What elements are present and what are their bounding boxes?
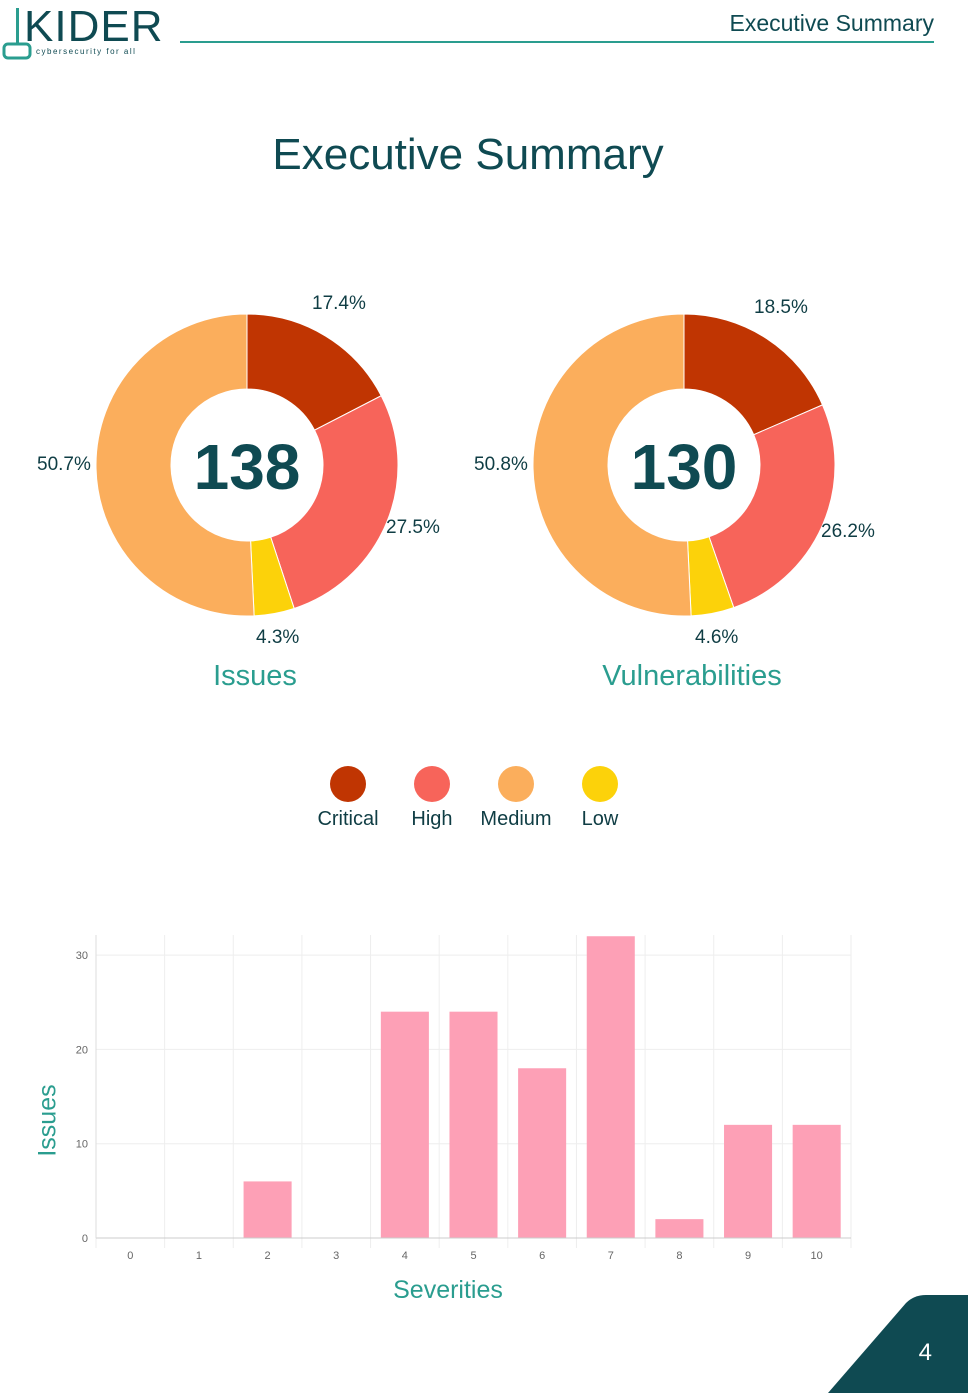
x-tick-label: 8 [676, 1250, 682, 1262]
legend-dot-high [414, 766, 450, 802]
bar-severity-2 [243, 1181, 292, 1238]
x-tick-label: 3 [333, 1250, 339, 1262]
issues-low-pct: 4.3% [256, 627, 300, 648]
y-tick-label: 10 [76, 1139, 88, 1151]
bar-severity-4 [380, 1011, 429, 1238]
page-number: 4 [918, 1339, 932, 1366]
legend-critical: Critical [306, 766, 390, 831]
issues-critical-pct: 17.4% [312, 293, 366, 314]
page-title: Executive Summary [272, 130, 664, 179]
vulnerabilities-label: Vulnerabilities [602, 660, 782, 692]
bar-severity-5 [449, 1011, 498, 1238]
severity-bar-chart: 0 10 20 30 0 1 2 3 4 5 6 7 8 9 10 [76, 935, 852, 1262]
y-axis-title: Issues [33, 1084, 62, 1157]
legend-label: Medium [480, 808, 552, 830]
x-tick-label: 1 [196, 1250, 202, 1262]
legend-low: Low [558, 766, 642, 831]
vulnerabilities-total: 130 [630, 431, 738, 503]
bar-severity-9 [724, 1124, 773, 1238]
issues-high-pct: 27.5% [386, 517, 440, 538]
x-tick-label: 2 [265, 1250, 271, 1262]
donut-slice-critical [246, 313, 382, 431]
legend-dot-medium [498, 766, 534, 802]
donut-slice-medium [532, 313, 692, 617]
x-tick-label: 0 [127, 1250, 133, 1262]
legend-label: High [411, 808, 453, 830]
bar-severity-7 [586, 936, 635, 1238]
kider-logo: KIDER cybersecurity for all [2, 2, 162, 62]
header-divider [180, 41, 934, 43]
issues-total: 138 [193, 431, 301, 503]
legend-high: High [390, 766, 474, 831]
logo-tagline: cybersecurity for all [36, 47, 137, 56]
donut-slice-critical [683, 313, 824, 436]
x-tick-label: 7 [608, 1250, 614, 1262]
bar-severity-8 [655, 1219, 704, 1238]
x-tick-label: 10 [811, 1250, 823, 1262]
legend-dot-low [582, 766, 618, 802]
vuln-critical-pct: 18.5% [754, 297, 808, 318]
bar-severity-10 [792, 1124, 841, 1238]
x-axis-title: Severities [393, 1276, 503, 1304]
logo-key-icon [2, 8, 32, 60]
x-tick-label: 5 [470, 1250, 476, 1262]
legend-dot-critical [330, 766, 366, 802]
y-tick-label: 20 [76, 1044, 88, 1056]
vuln-medium-pct: 50.8% [474, 454, 528, 475]
donut-charts [95, 313, 836, 617]
donut-slice-medium [95, 313, 255, 617]
page-corner-decoration [828, 1295, 968, 1393]
donut-slice-high [270, 395, 399, 610]
vuln-high-pct: 26.2% [821, 521, 875, 542]
severity-legend: Critical High Medium Low [306, 766, 642, 831]
bar-severity-6 [518, 1068, 567, 1238]
legend-label: Low [581, 808, 619, 830]
legend-label: Critical [317, 808, 379, 830]
donut-slice-high [708, 404, 836, 609]
legend-medium: Medium [474, 766, 558, 831]
x-tick-label: 9 [745, 1250, 751, 1262]
x-tick-label: 6 [539, 1250, 545, 1262]
header-title: Executive Summary [729, 10, 934, 36]
y-tick-label: 0 [82, 1233, 88, 1245]
vuln-low-pct: 4.6% [695, 627, 739, 648]
logo-wordmark: KIDER [24, 2, 164, 51]
y-tick-label: 30 [76, 950, 88, 962]
issues-medium-pct: 50.7% [37, 454, 91, 475]
x-tick-label: 4 [402, 1250, 408, 1262]
issues-label: Issues [213, 660, 297, 692]
